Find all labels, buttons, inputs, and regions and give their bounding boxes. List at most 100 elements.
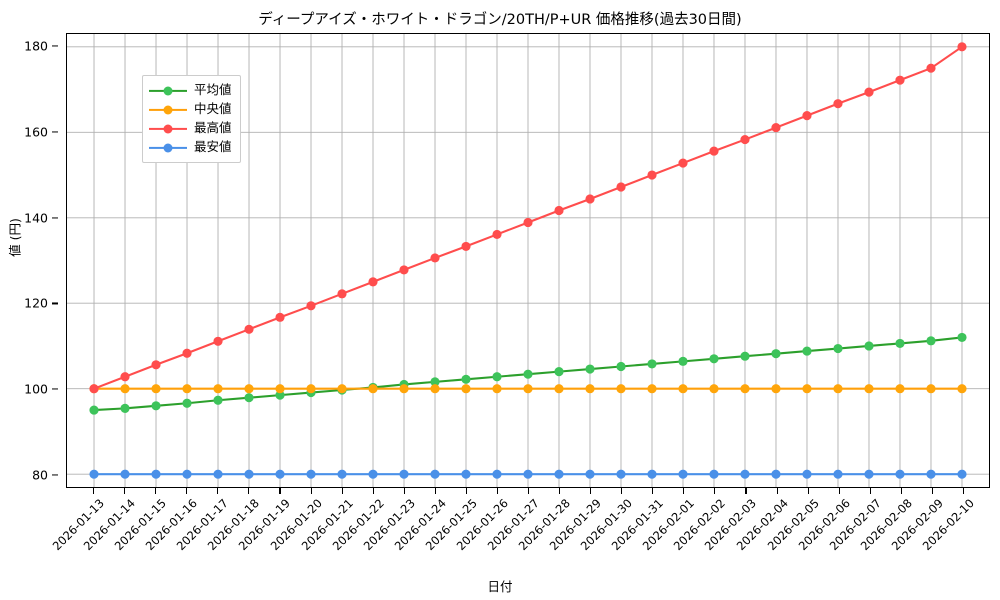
data-point bbox=[151, 401, 161, 411]
legend-item[interactable]: 平均値 bbox=[149, 81, 232, 100]
x-tick-mark bbox=[279, 488, 281, 494]
data-point bbox=[523, 384, 533, 394]
data-point bbox=[957, 384, 967, 394]
x-tick-mark bbox=[155, 488, 157, 494]
data-point bbox=[368, 277, 378, 287]
data-point bbox=[244, 393, 254, 403]
data-point bbox=[833, 384, 843, 394]
data-point bbox=[957, 332, 967, 343]
data-point bbox=[740, 134, 750, 145]
data-point bbox=[275, 384, 285, 394]
y-tick-label: 80 bbox=[32, 467, 48, 483]
legend-swatch bbox=[149, 102, 187, 118]
data-point bbox=[368, 469, 378, 479]
data-point bbox=[120, 384, 130, 394]
legend-label: 中央値 bbox=[194, 101, 232, 117]
data-point bbox=[802, 346, 812, 356]
y-tick-mark bbox=[52, 45, 58, 47]
data-point bbox=[89, 469, 99, 479]
data-point bbox=[585, 469, 595, 479]
data-series-layer bbox=[89, 42, 967, 479]
legend-label: 最高値 bbox=[194, 120, 232, 136]
data-point bbox=[461, 374, 471, 384]
data-point bbox=[895, 384, 905, 394]
data-point bbox=[616, 469, 626, 479]
data-point bbox=[802, 469, 812, 479]
x-tick-mark bbox=[310, 488, 312, 494]
data-point bbox=[120, 372, 130, 382]
legend-marker-dot bbox=[163, 86, 173, 95]
data-point bbox=[306, 301, 316, 311]
data-point bbox=[430, 469, 440, 479]
data-point bbox=[771, 469, 781, 479]
data-point bbox=[647, 359, 657, 369]
data-point bbox=[368, 384, 378, 394]
data-point bbox=[957, 469, 967, 479]
x-tick-mark bbox=[93, 488, 95, 494]
data-point bbox=[895, 75, 905, 85]
x-tick-mark bbox=[714, 488, 716, 494]
x-tick-mark bbox=[838, 488, 840, 494]
data-point bbox=[678, 158, 688, 168]
x-tick-mark bbox=[248, 488, 250, 494]
data-point bbox=[864, 87, 874, 97]
x-tick-mark bbox=[124, 488, 126, 494]
x-tick-mark bbox=[372, 488, 374, 494]
x-tick-mark bbox=[434, 488, 436, 494]
legend-label: 最安値 bbox=[194, 139, 232, 155]
data-point bbox=[461, 469, 471, 479]
x-tick-mark bbox=[403, 488, 405, 494]
data-point bbox=[337, 469, 347, 479]
data-point bbox=[213, 336, 223, 346]
data-point bbox=[430, 384, 440, 394]
y-tick-mark bbox=[52, 474, 58, 476]
x-tick-mark bbox=[869, 488, 871, 494]
data-point bbox=[523, 469, 533, 479]
legend-item[interactable]: 最高値 bbox=[149, 119, 232, 138]
data-point bbox=[492, 384, 502, 394]
legend-item[interactable]: 最安値 bbox=[149, 138, 232, 157]
data-point bbox=[709, 469, 719, 479]
data-point bbox=[492, 229, 502, 240]
data-point bbox=[244, 384, 254, 394]
data-point bbox=[430, 377, 440, 387]
data-point bbox=[926, 336, 936, 346]
legend-swatch bbox=[149, 140, 187, 156]
data-point bbox=[275, 312, 285, 322]
legend-marker-dot bbox=[163, 105, 173, 114]
data-point bbox=[244, 324, 254, 334]
data-point bbox=[492, 469, 502, 479]
data-point bbox=[492, 372, 502, 382]
data-point bbox=[213, 395, 223, 405]
x-tick-mark bbox=[776, 488, 778, 494]
data-point bbox=[895, 469, 905, 479]
data-point bbox=[771, 123, 781, 133]
x-tick-mark bbox=[745, 488, 747, 494]
legend: 平均値 中央値最高値最安値 bbox=[142, 75, 241, 163]
data-point bbox=[151, 384, 161, 394]
data-point bbox=[926, 63, 936, 73]
data-point bbox=[740, 351, 750, 361]
y-tick-label: 100 bbox=[24, 381, 48, 397]
data-point bbox=[678, 356, 688, 366]
data-point bbox=[833, 343, 843, 354]
chart-title: ディープアイズ・ホワイト・ドラゴン/20TH/P+UR 価格推移(過去30日間) bbox=[258, 12, 742, 28]
data-point bbox=[585, 364, 595, 374]
data-point bbox=[833, 99, 843, 109]
data-point bbox=[678, 384, 688, 394]
data-point bbox=[895, 338, 905, 348]
data-point bbox=[802, 111, 812, 121]
data-point bbox=[306, 469, 316, 479]
x-tick-mark bbox=[962, 488, 965, 494]
data-point bbox=[89, 384, 99, 394]
data-point bbox=[771, 384, 781, 394]
legend-item[interactable]: 中央値 bbox=[149, 100, 232, 119]
data-point bbox=[709, 354, 719, 364]
y-tick-label: 140 bbox=[24, 210, 48, 226]
data-point bbox=[306, 384, 316, 394]
x-tick-mark bbox=[186, 488, 188, 494]
data-point bbox=[337, 289, 347, 299]
data-point bbox=[647, 170, 657, 180]
data-point bbox=[461, 241, 471, 251]
